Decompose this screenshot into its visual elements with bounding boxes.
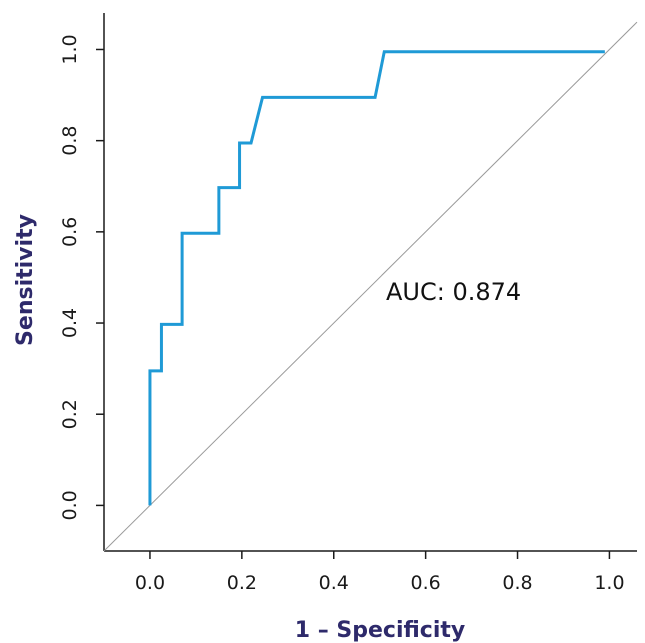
x-tick-label: 0.6 [411,572,441,594]
roc-curve-line [148,50,605,506]
x-axis-title: 1 – Specificity [295,618,465,643]
y-tick-label: 0.4 [59,308,81,338]
auc-annotation: AUC: 0.874 [386,278,521,306]
axes [103,13,637,552]
x-tick-label: 0.2 [227,572,257,594]
y-tick-label: 0.6 [59,217,81,247]
y-tick-label: 0.0 [59,490,81,520]
x-tick-label: 0.0 [135,572,165,594]
y-tick-label: 0.8 [59,126,81,156]
y-tick-label: 1.0 [59,34,81,64]
x-tick-label: 0.4 [319,572,349,594]
tick-group: 0.0 0.2 0.4 0.6 0.8 1.0 0.0 0.2 0.4 0.6 0.8 1.0 [59,34,625,594]
x-tick-label: 0.8 [502,572,532,594]
y-axis-title: Sensitivity [13,214,38,346]
x-tick-label: 1.0 [594,572,624,594]
y-tick-label: 0.2 [59,399,81,429]
reference-diagonal-line [103,21,638,552]
